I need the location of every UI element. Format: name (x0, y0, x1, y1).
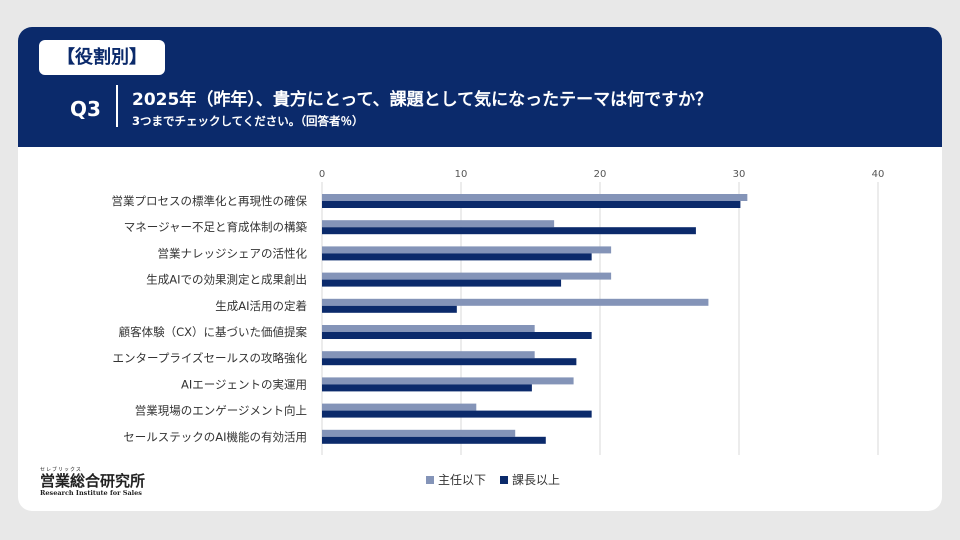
divider (116, 85, 118, 127)
bar-series-2 (322, 436, 546, 444)
bar-series-2 (322, 332, 592, 339)
category-label: セールステックのAI機能の有効活用 (123, 430, 307, 444)
bar-series-2 (322, 358, 577, 366)
x-tick-label: 10 (455, 169, 468, 180)
bar-series-1 (322, 377, 574, 385)
category-label: 営業プロセスの標準化と再現性の確保 (112, 194, 308, 208)
x-tick-label: 20 (594, 169, 607, 180)
bar-series-1 (322, 298, 709, 306)
question-title: 2025年（昨年）、貴方にとって、課題として気になったテーマは何ですか？ (132, 90, 713, 110)
x-tick-label: 40 (872, 169, 885, 180)
category-tag: 【役割別】 (39, 40, 165, 75)
category-label: 生成AI活用の定着 (215, 299, 307, 313)
bar-series-2 (322, 384, 532, 392)
x-tick-label: 30 (733, 169, 746, 180)
bar-series-2 (322, 253, 592, 261)
x-tick-label: 0 (319, 169, 325, 180)
legend-item-series-1: 主任以下 (426, 471, 486, 488)
bar-series-1 (322, 194, 748, 201)
category-label: AIエージェントの実運用 (181, 377, 307, 391)
legend-label: 課長以上 (512, 473, 561, 487)
logo: セレブリックス 営業総合研究所 Research Institute for S… (40, 466, 145, 497)
category-label: 営業ナレッジシェアの活性化 (158, 246, 308, 260)
category-label: エンタープライズセールスの攻略強化 (113, 351, 308, 365)
question-number: Q3 (70, 97, 101, 121)
category-label: マネージャー不足と育成体制の構築 (124, 220, 308, 234)
question-subtitle: 3つまでチェックしてください。（回答者％） (132, 114, 364, 128)
bar-series-1 (322, 246, 612, 254)
legend-item-series-2: 課長以上 (500, 471, 560, 488)
logo-name: 営業総合研究所 (40, 472, 146, 490)
bar-series-2 (322, 305, 457, 313)
chart-legend: 主任以下 課長以上 (426, 471, 560, 488)
logo-english: Research Institute for Sales (40, 489, 142, 497)
bar-series-1 (322, 325, 535, 332)
bar-series-2 (322, 279, 562, 287)
legend-swatch (426, 476, 434, 484)
bar-series-1 (322, 403, 477, 411)
bar-series-1 (322, 351, 535, 359)
header-band: 【役割別】 Q3 2025年（昨年）、貴方にとって、課題として気になったテーマは… (18, 27, 942, 147)
category-label: 顧客体験（CX）に基づいた価値提案 (119, 325, 308, 339)
category-label: 営業現場のエンゲージメント向上 (135, 404, 307, 418)
bar-series-2 (322, 201, 741, 208)
category-label: 生成AIでの効果測定と成果創出 (146, 273, 307, 287)
logo-kana: セレブリックス (40, 467, 82, 473)
bar-series-1 (322, 220, 555, 228)
bar-series-2 (322, 227, 696, 235)
legend-swatch (500, 476, 509, 484)
bar-series-1 (322, 429, 516, 437)
bar-series-2 (322, 410, 592, 418)
bar-series-1 (322, 272, 612, 280)
legend-label: 主任以下 (438, 473, 487, 487)
